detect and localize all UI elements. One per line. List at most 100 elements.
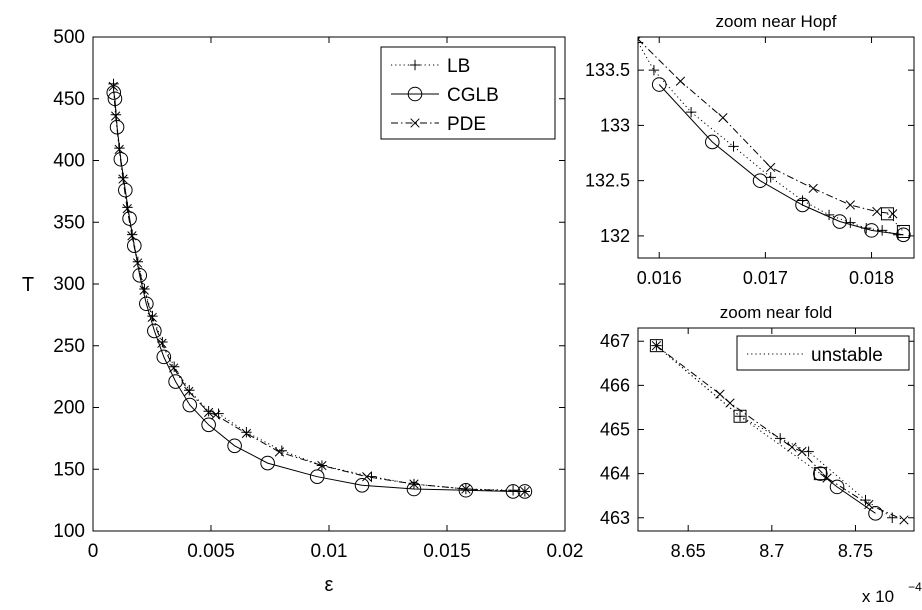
data-point-cglb	[109, 119, 125, 135]
data-point-cglb	[118, 182, 133, 198]
data-point-unstable	[896, 224, 910, 238]
series-line-pde	[112, 86, 525, 492]
y-tick-label: 300	[53, 274, 85, 295]
data-point-lb	[860, 494, 871, 506]
data-point-cglb	[156, 349, 172, 365]
data-point-cglb	[309, 469, 325, 484]
series-line-cglb	[113, 92, 525, 492]
data-point-cglb	[406, 481, 422, 497]
data-point-cglb	[127, 238, 142, 254]
data-point-pde	[114, 144, 124, 155]
data-point-lb	[366, 471, 377, 482]
data-point-lb	[765, 172, 776, 183]
chart-title: zoom near Hopf	[716, 12, 837, 31]
main-chart: 0 0.005 0.01 0.015 0.02 100 150 200 250 300 350 400…	[22, 27, 584, 596]
data-point-cglb	[182, 397, 198, 413]
data-point-cglb	[458, 482, 474, 498]
legend-label: unstable	[811, 345, 883, 366]
data-point-pde	[638, 37, 643, 44]
data-point-cglb	[651, 77, 667, 92]
x-multiplier: x 10	[862, 587, 894, 606]
data-point-pde	[651, 340, 662, 351]
x-tick-label: 8.75	[838, 541, 873, 561]
data-point-lb	[168, 361, 180, 372]
fold-zoom-chart: 8.65 8.7 8.75 463 464 465 466 467 zoom near fold…	[600, 303, 922, 606]
series-line-lb	[638, 42, 899, 236]
legend-label: LB	[447, 56, 470, 77]
y-tick-label: 400	[53, 151, 85, 172]
data-point-lb	[241, 427, 252, 438]
data-point-pde	[184, 386, 194, 397]
data-point-pde	[122, 204, 132, 214]
legend-marker	[409, 59, 421, 71]
x-tick-label: 0.005	[187, 541, 235, 562]
data-point-cglb	[896, 227, 911, 243]
y-tick-label: 500	[53, 27, 85, 48]
data-point-pde	[362, 472, 372, 482]
x-tick-label: 8.65	[671, 541, 706, 561]
data-point-cglb	[795, 197, 810, 213]
data-point-cglb	[147, 323, 162, 339]
data-point-lb	[887, 512, 898, 523]
data-point-cglb	[260, 455, 275, 471]
x-tick-label: 0.016	[637, 268, 682, 288]
data-point-lb	[147, 310, 158, 322]
y-tick-label: 100	[53, 521, 85, 542]
data-point-pde	[675, 76, 686, 86]
y-tick-label: 450	[53, 89, 85, 110]
y-tick-label: 132	[600, 226, 630, 246]
data-point-pde	[845, 200, 855, 210]
data-point-lb	[774, 433, 786, 444]
y-tick-label: 350	[53, 212, 85, 233]
data-point-pde	[409, 479, 419, 489]
data-point-pde	[808, 183, 818, 194]
data-point-pde	[899, 515, 909, 525]
data-point-pde	[211, 410, 221, 420]
data-point-pde	[718, 113, 728, 123]
legend-box	[380, 46, 556, 140]
data-point-cglb	[829, 479, 845, 495]
data-point-pde	[461, 484, 471, 494]
legend-marker	[407, 86, 423, 102]
data-point-pde	[169, 363, 179, 373]
x-tick-label: 0.018	[849, 268, 894, 288]
data-point-pde	[864, 499, 874, 510]
data-point-cglb	[752, 173, 768, 188]
data-point-lb	[728, 141, 739, 152]
series-line-pde	[638, 38, 893, 215]
series-line-cglb	[658, 84, 904, 236]
data-layer	[649, 339, 909, 525]
data-point-pde	[872, 206, 882, 217]
data-point-cglb	[354, 478, 370, 493]
y-tick-label: 133	[600, 115, 630, 135]
y-tick-label: 463	[600, 508, 630, 528]
data-point-cglb	[113, 151, 129, 167]
data-point-cglb	[868, 506, 883, 521]
data-point-unstable	[649, 339, 663, 353]
y-tick-label: 133.5	[585, 60, 630, 80]
data-point-lb	[797, 195, 808, 206]
data-point-pde	[118, 174, 128, 184]
x-tick-label: 0.01	[311, 541, 348, 562]
x-tick-label: 0.017	[743, 268, 788, 288]
series-line-lb	[113, 83, 525, 492]
series-line-unstable	[656, 345, 821, 475]
data-point-lb	[803, 446, 814, 457]
data-point-pde	[139, 285, 149, 295]
data-point-pde	[274, 447, 285, 457]
data-point-lb	[648, 64, 660, 76]
x-tick-label: 0.02	[547, 541, 584, 562]
data-point-cglb	[813, 466, 828, 481]
y-tick-label: 464	[600, 464, 630, 484]
data-point-pde	[147, 312, 157, 322]
data-point-pde	[787, 442, 797, 452]
data-point-cglb	[122, 211, 137, 226]
data-point-lb	[507, 485, 519, 496]
y-axis-label: T	[22, 274, 34, 296]
legend-box	[736, 335, 910, 371]
legend-main-chart: LB CGLB PDE	[380, 46, 556, 140]
data-point-pde	[725, 398, 735, 408]
data-point-cglb	[227, 438, 242, 454]
data-point-lb	[184, 385, 195, 396]
